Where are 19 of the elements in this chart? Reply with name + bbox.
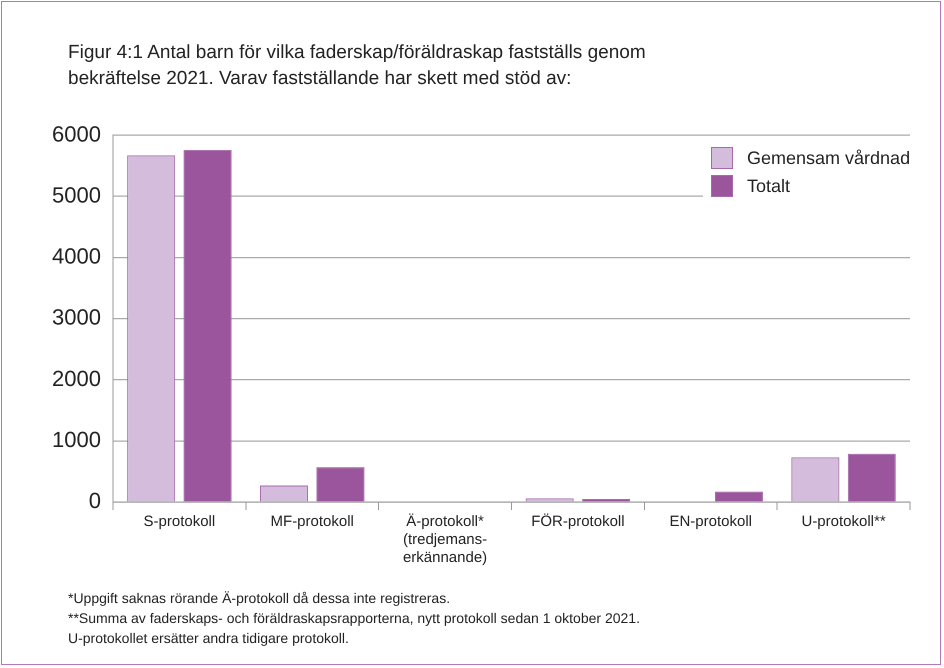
y-tick-label: 3000 [52, 304, 101, 330]
legend-label: Gemensam vårdnad [747, 148, 910, 169]
x-tick-label: EN-protokoll [669, 513, 752, 530]
y-tick-label: 6000 [52, 121, 101, 146]
x-tick-label: Ä-protokoll* (tredjemans- erkännande) [402, 513, 488, 566]
y-tick-label: 2000 [52, 366, 101, 391]
x-tick-label: U-protokoll** [801, 513, 886, 530]
y-tick-label: 5000 [52, 182, 101, 208]
legend-label: Totalt [747, 176, 790, 197]
y-tick-label: 1000 [52, 426, 101, 452]
y-tick-label: 4000 [52, 244, 101, 269]
text: U-protokollet ersätter andra tidigare protokoll. [68, 629, 350, 648]
y-tick-label: 0 [88, 488, 101, 514]
text: *Uppgift saknas rörande Ä-protokoll då dessa inte registreras. [68, 589, 452, 608]
text: **Summa av faderskaps- och föräldraskapsrapporterna, nytt protokoll sedan 1 oktober 2021. [68, 609, 640, 628]
x-tick-label: S-protokoll [144, 513, 216, 530]
chart-title: Figur 4:1 Antal barn för vilka faderskap/föräldraskap fastställs genom bekräftelse 2021. Varav fastställande har skett med stöd av: [68, 41, 647, 91]
x-tick-label: FÖR-protokoll [531, 513, 625, 530]
x-tick-label: MF-protokoll [270, 513, 354, 530]
